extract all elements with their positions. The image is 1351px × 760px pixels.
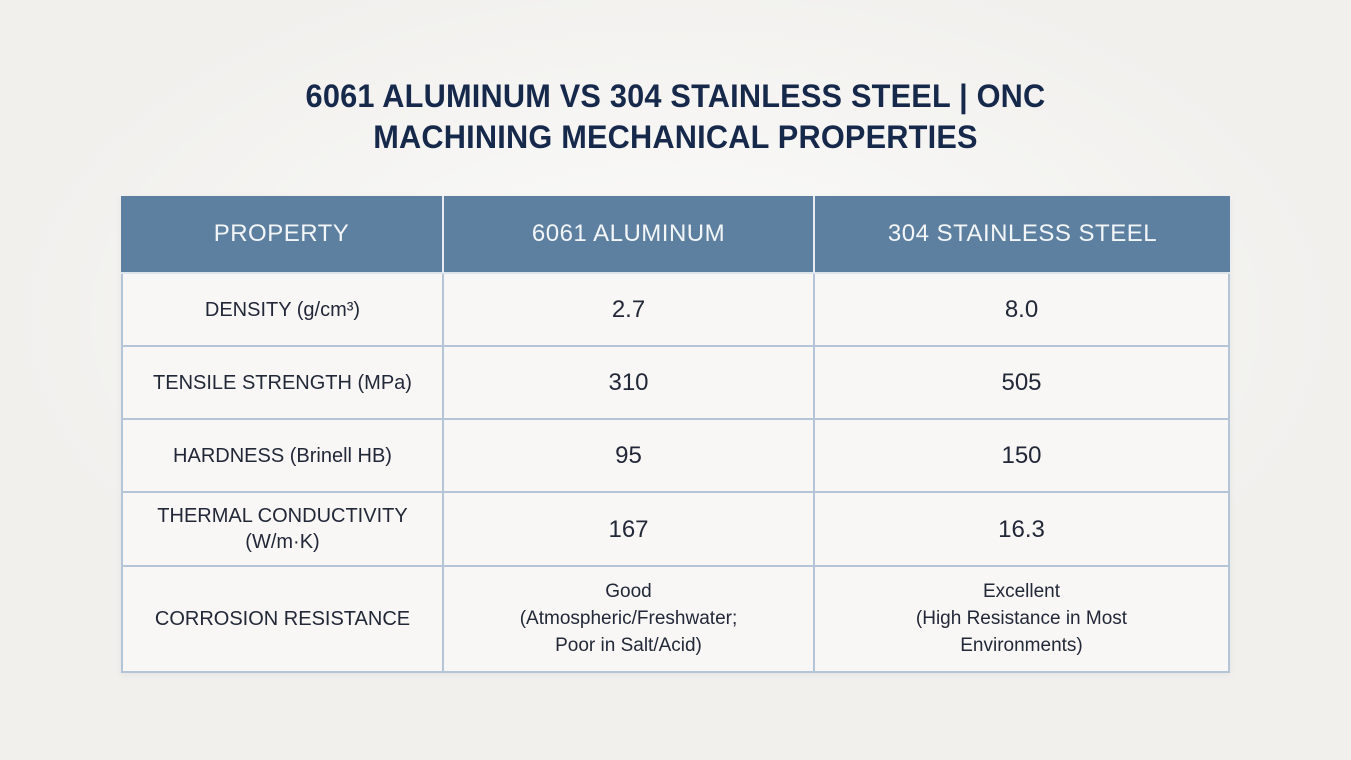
column-header-property: PROPERTY — [121, 196, 444, 275]
comparison-table-container: PROPERTY 6061 ALUMINUM 304 STAINLESS STE… — [121, 196, 1230, 674]
table-row-thermal-conductivity: THERMAL CONDUCTIVITY (W/m·K) 167 16.3 — [121, 493, 1230, 568]
table-row-hardness: HARDNESS (Brinell HB) 95 150 — [121, 420, 1230, 494]
table-row-tensile-strength: TENSILE STRENGTH (MPa) 310 505 — [121, 347, 1230, 421]
aluminum-value-cell: 2.7 — [444, 274, 815, 348]
property-cell: DENSITY (g/cm³) — [121, 274, 444, 348]
page-title: 6061 ALUMINUM VS 304 STAINLESS STEEL | O… — [27, 76, 1324, 157]
property-cell: CORROSION RESISTANCE — [121, 567, 444, 674]
column-header-aluminum: 6061 ALUMINUM — [444, 196, 815, 275]
page-title-line-2: MACHINING MECHANICAL PROPERTIES — [373, 118, 978, 155]
steel-value-cell: 16.3 — [815, 493, 1230, 568]
table-header-row: PROPERTY 6061 ALUMINUM 304 STAINLESS STE… — [121, 196, 1230, 275]
steel-value-cell: 505 — [815, 347, 1230, 421]
page-title-line-1: 6061 ALUMINUM VS 304 STAINLESS STEEL | O… — [305, 78, 1046, 114]
steel-value-cell: 8.0 — [815, 274, 1230, 348]
aluminum-value-cell: Good (Atmospheric/Freshwater; Poor in Sa… — [444, 567, 815, 674]
property-cell: TENSILE STRENGTH (MPa) — [121, 347, 444, 421]
property-cell: THERMAL CONDUCTIVITY (W/m·K) — [121, 493, 444, 568]
property-cell: HARDNESS (Brinell HB) — [121, 420, 444, 494]
table-row-corrosion-resistance: CORROSION RESISTANCE Good (Atmospheric/F… — [121, 567, 1230, 674]
aluminum-value-cell: 95 — [444, 420, 815, 494]
mechanical-properties-table: PROPERTY 6061 ALUMINUM 304 STAINLESS STE… — [121, 196, 1230, 674]
column-header-steel: 304 STAINLESS STEEL — [815, 196, 1230, 275]
steel-value-cell: Excellent (High Resistance in Most Envir… — [815, 567, 1230, 674]
steel-value-cell: 150 — [815, 420, 1230, 494]
table-row-density: DENSITY (g/cm³) 2.7 8.0 — [121, 274, 1230, 348]
aluminum-value-cell: 167 — [444, 493, 815, 568]
aluminum-value-cell: 310 — [444, 347, 815, 421]
